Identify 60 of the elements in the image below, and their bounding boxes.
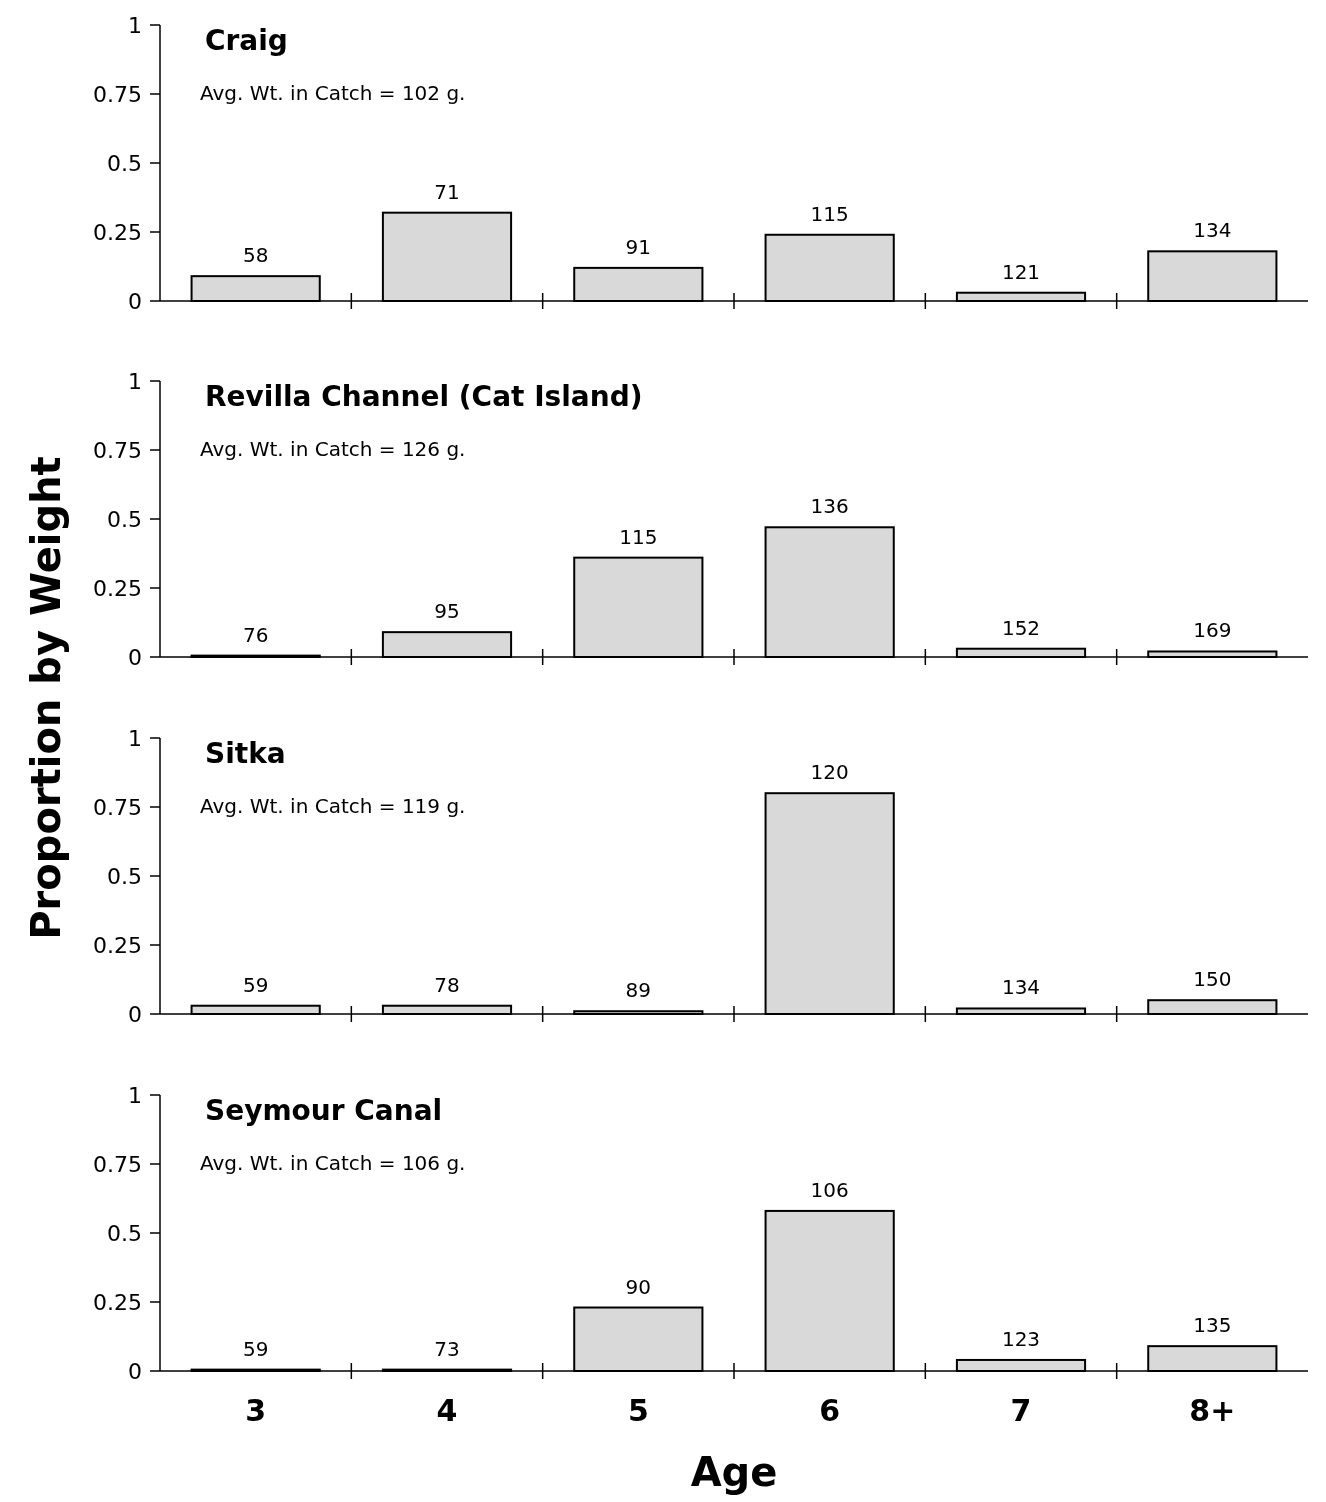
annotation: Avg. Wt. in Catch = 106 g. bbox=[200, 1151, 466, 1175]
annotation: Avg. Wt. in Catch = 126 g. bbox=[200, 437, 466, 461]
annotation: 120 bbox=[810, 760, 849, 785]
annotation: 150 bbox=[1193, 967, 1232, 992]
annotation: 134 bbox=[1001, 975, 1041, 1000]
annotation: 106 bbox=[810, 1177, 849, 1202]
y-tick-label: 0 bbox=[128, 644, 142, 670]
annotation: 90 bbox=[625, 1274, 652, 1299]
y-tick-label: 1 bbox=[128, 12, 142, 38]
y-tick-label: 0.25 bbox=[93, 932, 142, 958]
y-tick-label: 1 bbox=[128, 368, 142, 394]
y-tick-label: 0.25 bbox=[93, 219, 142, 245]
annotation: 58 bbox=[242, 243, 269, 268]
annotation: 123 bbox=[1001, 1326, 1041, 1351]
y-tick-label: 0 bbox=[128, 288, 142, 314]
annotation: 78 bbox=[434, 972, 460, 997]
chart-title: Revilla Channel (Cat Island) bbox=[205, 380, 643, 413]
x-tick-label: 8+ bbox=[1189, 1393, 1236, 1428]
chart-title: Seymour Canal bbox=[205, 1094, 443, 1127]
chart-title: Craig bbox=[205, 24, 288, 57]
y-tick-label: 0.75 bbox=[93, 437, 142, 463]
chart-title: Sitka bbox=[205, 737, 286, 770]
x-tick-label: 7 bbox=[1010, 1393, 1032, 1428]
annotation: Avg. Wt. in Catch = 102 g. bbox=[200, 81, 466, 105]
annotation: 135 bbox=[1193, 1313, 1232, 1338]
x-tick-label: 5 bbox=[627, 1393, 649, 1428]
y-tick-label: 0.5 bbox=[107, 863, 142, 889]
annotation: 59 bbox=[242, 972, 269, 997]
y-tick-label: 0 bbox=[128, 1001, 142, 1027]
y-tick-label: 0 bbox=[128, 1358, 142, 1384]
y-tick-label: 0.5 bbox=[107, 506, 142, 532]
y-tick-label: 0.75 bbox=[93, 794, 142, 820]
annotation: 136 bbox=[810, 494, 849, 519]
annotation: 152 bbox=[1001, 615, 1041, 640]
annotation: 91 bbox=[625, 234, 652, 259]
y-tick-label: 0.5 bbox=[107, 150, 142, 176]
annotation: 59 bbox=[242, 1336, 269, 1361]
y-tick-label: 0.25 bbox=[93, 1289, 142, 1315]
x-axis-title: Age bbox=[690, 1449, 778, 1495]
x-tick-label: 3 bbox=[245, 1393, 267, 1428]
annotation: 134 bbox=[1193, 218, 1232, 243]
y-tick-label: 1 bbox=[128, 1082, 142, 1108]
x-tick-label: 4 bbox=[436, 1393, 458, 1428]
y-tick-label: 0.75 bbox=[93, 1151, 142, 1177]
annotation: 73 bbox=[434, 1336, 460, 1361]
y-tick-label: 1 bbox=[128, 725, 142, 751]
x-tick-label: 6 bbox=[819, 1393, 841, 1428]
annotation: 71 bbox=[434, 179, 460, 204]
y-axis-title: Proportion by Weight bbox=[23, 456, 69, 940]
annotation: 121 bbox=[1001, 259, 1041, 284]
annotation: Avg. Wt. in Catch = 119 g. bbox=[200, 794, 466, 818]
y-tick-label: 0.25 bbox=[93, 575, 142, 601]
annotation: 76 bbox=[242, 622, 269, 647]
annotation: 115 bbox=[619, 524, 658, 549]
y-tick-label: 0.75 bbox=[93, 81, 142, 107]
y-tick-label: 0.5 bbox=[107, 1220, 142, 1246]
annotation: 115 bbox=[810, 201, 849, 226]
annotation: 95 bbox=[434, 599, 460, 624]
annotation: 169 bbox=[1193, 618, 1232, 643]
annotation: 89 bbox=[625, 978, 652, 1003]
